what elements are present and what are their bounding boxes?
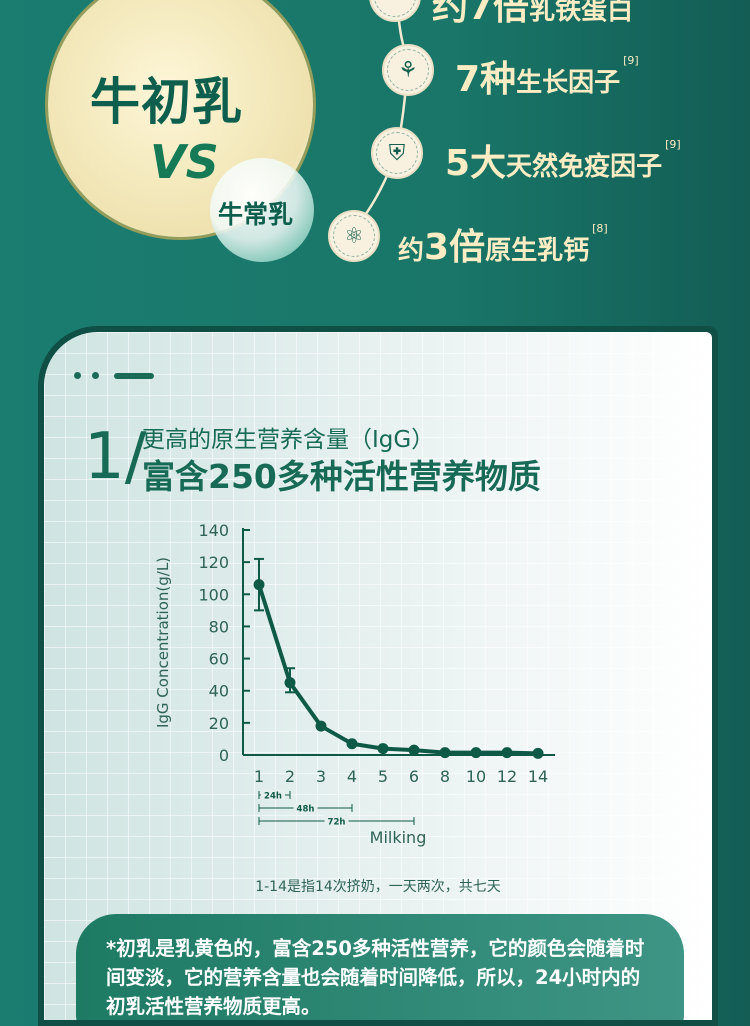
section-number: 1/ xyxy=(84,420,147,494)
data-point xyxy=(501,747,513,759)
milk-bubble xyxy=(210,158,314,262)
x-tick-label: 3 xyxy=(316,767,326,786)
section-title: 富含250多种活性营养物质 xyxy=(142,457,541,496)
y-tick-label: 20 xyxy=(209,714,229,733)
x-tick-label: 6 xyxy=(409,767,419,786)
y-tick-label: 80 xyxy=(209,617,229,636)
x-tick-label: 5 xyxy=(378,767,388,786)
info-panel: 1/ 更高的原生营养含量（IgG） 富含250多种活性营养物质 0 20 40 60 8… xyxy=(38,326,718,1026)
growth-figure-icon: ⚘ xyxy=(382,44,434,96)
feature-1: 约7倍 乳铁蛋白 xyxy=(432,0,634,28)
feature-4: 约 3倍 原生乳钙 [8] xyxy=(398,222,608,268)
callout-box: *初乳是乳黄色的，富含250多种活性营养，它的颜色会随着时间变淡，它的营养含量也… xyxy=(76,914,684,1020)
y-tick-label: 120 xyxy=(198,553,229,572)
x-tick-label: 10 xyxy=(466,767,486,786)
interval-label-bg xyxy=(261,789,285,800)
feature-connector xyxy=(351,9,410,233)
chart-note: 1-14是指14次挤奶，一天两次，共七天 xyxy=(255,879,501,895)
data-point xyxy=(253,579,265,591)
interval-label-bg xyxy=(293,802,318,813)
data-point xyxy=(346,738,358,750)
window-bar xyxy=(114,373,154,379)
interval-label: 48h xyxy=(297,805,315,815)
y-tick-label: 60 xyxy=(209,650,229,669)
data-point xyxy=(470,747,482,759)
x-axis-label: Milking xyxy=(370,828,427,847)
atom-drop-icon: ⚛ xyxy=(328,210,380,262)
feature-2: 7种 生长因子 [9] xyxy=(455,54,639,100)
data-point xyxy=(532,747,544,759)
y-tick-label: 100 xyxy=(198,585,229,604)
window-dot xyxy=(74,372,81,379)
data-point xyxy=(377,743,389,755)
x-tick-label: 2 xyxy=(285,767,295,786)
data-point xyxy=(408,744,420,756)
y-tick-label: 40 xyxy=(209,682,229,701)
x-tick-label: 1 xyxy=(254,767,264,786)
y-tick-label: 0 xyxy=(219,746,229,765)
data-point xyxy=(439,747,451,759)
x-tick-label: 12 xyxy=(497,767,517,786)
x-tick-label: 8 xyxy=(440,767,450,786)
y-axis-label: IgG Concentration(g/L) xyxy=(154,557,172,728)
data-point xyxy=(284,677,296,689)
hero-title: 牛初乳 xyxy=(90,73,243,131)
x-tick-label: 4 xyxy=(347,767,357,786)
section-subtitle: 更高的原生营养含量（IgG） xyxy=(142,427,435,453)
series-line xyxy=(257,584,539,756)
window-dot xyxy=(92,372,99,379)
interval-label-bg xyxy=(324,815,349,826)
vs-label: VS xyxy=(150,135,219,189)
shield-plus-icon: ⛨ xyxy=(371,127,423,179)
interval-label: 72h xyxy=(328,818,346,828)
feature-3: 5大 天然免疫因子 [9] xyxy=(445,138,681,184)
data-point xyxy=(315,720,327,732)
x-tick-label: 14 xyxy=(528,767,548,786)
y-tick-label: 140 xyxy=(198,522,229,540)
compare-label: 牛常乳 xyxy=(218,200,294,229)
interval-label: 24h xyxy=(264,792,282,802)
